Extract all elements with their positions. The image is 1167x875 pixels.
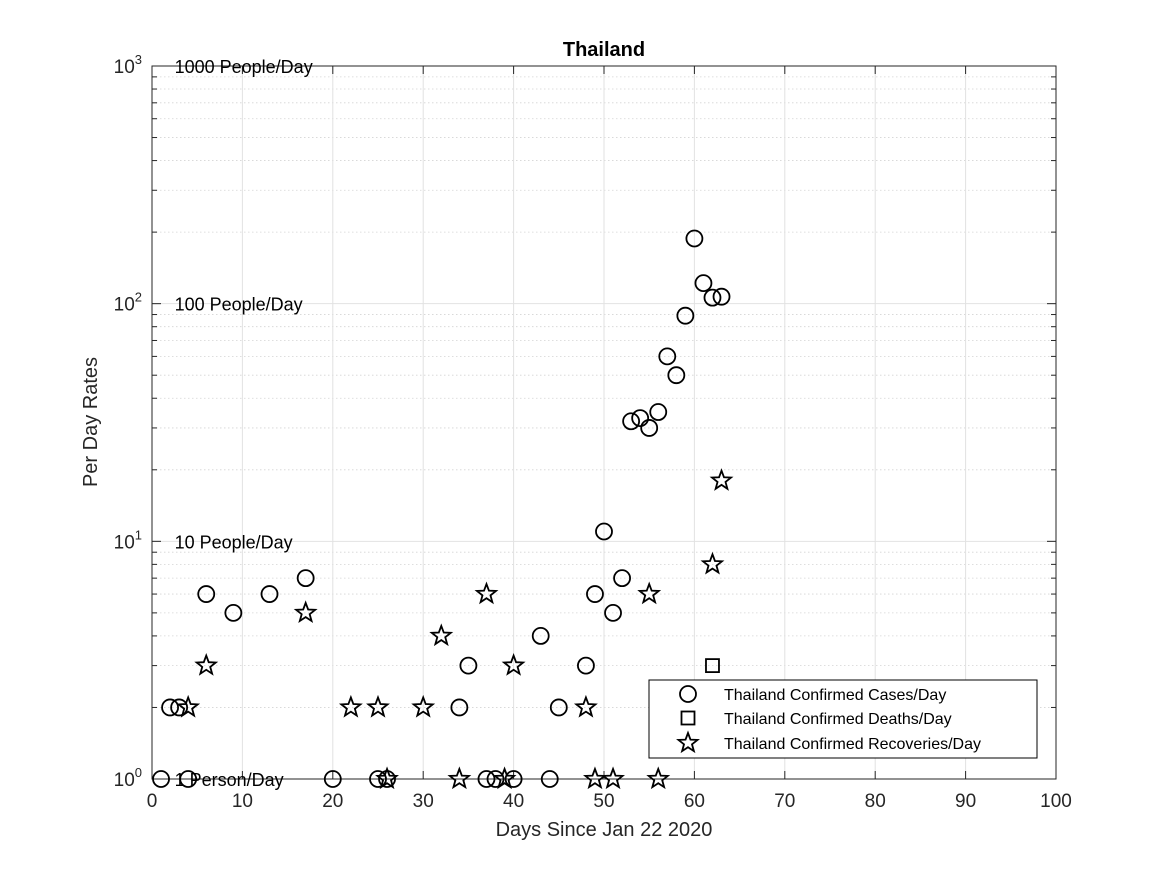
- recovery-marker: [194, 653, 219, 676]
- death-marker: [705, 658, 720, 674]
- legend-label-recoveries: Thailand Confirmed Recoveries/Day: [724, 736, 981, 753]
- case-marker: [170, 698, 189, 717]
- legend: Thailand Confirmed Cases/Day Thailand Co…: [648, 679, 1038, 759]
- case-marker: [658, 347, 677, 366]
- case-marker: [296, 569, 315, 588]
- x-tick-label: 100: [1040, 791, 1072, 812]
- case-marker: [161, 698, 179, 717]
- recovery-marker: [375, 766, 399, 790]
- case-marker: [152, 770, 170, 788]
- y-tick-label: 101: [114, 527, 142, 553]
- legend-symbol-cases: [679, 685, 697, 703]
- case-marker: [712, 287, 731, 306]
- x-tick-label: 40: [503, 791, 524, 812]
- case-marker: [323, 770, 342, 788]
- case-marker: [459, 656, 478, 675]
- recovery-marker: [366, 694, 390, 718]
- case-marker: [640, 419, 659, 437]
- case-marker: [694, 274, 713, 293]
- x-tick-label: 50: [593, 791, 614, 812]
- data-markers: [152, 229, 734, 790]
- case-marker: [613, 569, 631, 588]
- recovery-marker: [447, 766, 472, 790]
- x-tick-label: 0: [147, 791, 158, 812]
- x-tick-label: 70: [774, 791, 795, 812]
- case-marker: [369, 770, 387, 788]
- chart-title: Thailand: [563, 39, 645, 61]
- case-marker: [703, 288, 722, 307]
- recovery-marker: [501, 653, 526, 676]
- ticks: 0 10 20 30 40 50 60 70 80 90 100 100 101 102 103: [114, 52, 1072, 812]
- case-marker: [197, 585, 216, 603]
- case-marker: [604, 603, 622, 622]
- x-tick-label: 60: [684, 791, 705, 812]
- legend-marker: [679, 685, 697, 703]
- recovery-marker: [700, 551, 725, 575]
- case-marker: [450, 698, 469, 717]
- case-marker: [260, 585, 279, 603]
- recovery-marker: [709, 468, 734, 491]
- recovery-marker: [411, 694, 436, 718]
- case-marker: [486, 770, 505, 788]
- x-tick-label: 90: [955, 791, 976, 812]
- case-marker: [685, 229, 704, 248]
- y-axis-label: Per Day Rates: [80, 357, 102, 487]
- case-marker: [667, 366, 686, 385]
- case-marker: [224, 603, 243, 622]
- legend-marker: [676, 730, 700, 754]
- legend-symbol-recoveries: [676, 730, 700, 754]
- recovery-marker: [293, 600, 318, 624]
- recovery-marker: [646, 766, 671, 790]
- legend-label-deaths: Thailand Confirmed Deaths/Day: [724, 711, 952, 728]
- case-marker: [631, 409, 650, 427]
- legend-box: [648, 679, 1038, 759]
- case-marker: [595, 522, 613, 541]
- legend-symbol-deaths: [680, 710, 696, 726]
- reference-annotation: 1 Person/Day: [175, 770, 284, 790]
- recovery-marker: [573, 694, 598, 718]
- x-axis-label: Days Since Jan 22 2020: [496, 819, 713, 841]
- y-tick-label: 102: [114, 290, 142, 316]
- recovery-marker: [601, 766, 625, 790]
- x-tick-label: 10: [232, 791, 253, 812]
- annotations: 1 Person/Day 10 People/Day 100 People/Day 1…: [175, 57, 313, 790]
- recovery-marker: [176, 694, 201, 718]
- case-marker: [586, 585, 604, 603]
- x-tick-label: 30: [413, 791, 434, 812]
- legend-marker: [680, 710, 696, 726]
- case-marker: [179, 770, 198, 788]
- y-tick-label: 103: [114, 52, 142, 78]
- case-marker: [549, 698, 568, 717]
- case-marker: [622, 412, 641, 431]
- recovery-marker: [474, 581, 499, 605]
- case-marker: [504, 770, 523, 788]
- case-marker: [649, 403, 668, 421]
- reference-annotation: 10 People/Day: [175, 532, 293, 552]
- y-tick-label: 100: [114, 765, 142, 791]
- reference-annotation: 1000 People/Day: [175, 57, 313, 77]
- case-marker: [577, 656, 595, 675]
- recovery-marker: [492, 766, 517, 790]
- x-tick-label: 20: [322, 791, 343, 812]
- case-marker: [477, 770, 496, 788]
- recovery-marker: [338, 694, 363, 718]
- legend-label-cases: Thailand Confirmed Cases/Day: [724, 687, 946, 704]
- case-marker: [531, 627, 550, 645]
- recovery-marker: [429, 623, 454, 647]
- x-tick-label: 80: [865, 791, 886, 812]
- recovery-marker: [637, 581, 662, 605]
- case-marker: [676, 306, 695, 325]
- case-marker: [540, 770, 559, 788]
- reference-annotation: 100 People/Day: [175, 295, 303, 315]
